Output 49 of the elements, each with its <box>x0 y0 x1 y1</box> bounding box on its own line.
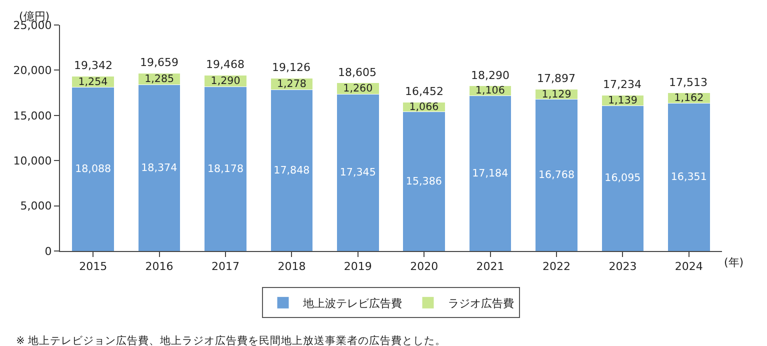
data-label: 16,351 <box>670 171 707 184</box>
data-label: 1,066 <box>409 101 439 114</box>
total-label: 17,234 <box>603 78 642 91</box>
x-axis-title: (年) <box>724 256 744 269</box>
x-tick-label: 2017 <box>212 260 240 274</box>
x-tick-label: 2016 <box>145 260 174 274</box>
data-label: 18,088 <box>75 163 112 176</box>
legend-label: ラジオ広告費 <box>448 296 514 310</box>
data-label: 15,386 <box>406 175 442 188</box>
data-label: 1,139 <box>608 94 638 106</box>
total-label: 19,342 <box>74 59 112 72</box>
data-label: 1,285 <box>144 73 174 86</box>
y-tick-label: 10,000 <box>13 154 52 168</box>
total-label: 17,897 <box>537 72 576 85</box>
total-label: 18,605 <box>338 66 376 79</box>
y-tick-label: 5,000 <box>20 200 52 213</box>
y-tick-label: 15,000 <box>13 109 52 122</box>
data-label: 1,254 <box>78 76 108 88</box>
data-label: 16,095 <box>604 172 641 184</box>
x-tick-label: 2019 <box>344 260 372 274</box>
data-label: 18,178 <box>207 162 244 175</box>
x-tick-label: 2018 <box>278 260 306 274</box>
data-label: 1,106 <box>475 84 505 97</box>
x-tick-label: 2022 <box>542 260 570 274</box>
x-tick-label: 2015 <box>79 260 108 274</box>
data-label: 17,345 <box>340 166 376 179</box>
data-label: 16,768 <box>538 169 575 182</box>
text: ※ 地上テレビジョン広告費、地上ラジオ広告費を民間地上放送事業者の広告費とした。 <box>16 334 446 346</box>
y-tick-label: 0 <box>44 244 52 258</box>
data-label: 1,162 <box>674 92 704 104</box>
x-tick-label: 2024 <box>674 260 703 274</box>
legend-label: 地上波テレビ広告費 <box>302 296 402 310</box>
total-label: 16,452 <box>405 85 444 98</box>
total-label: 19,126 <box>272 61 310 74</box>
total-label: 19,659 <box>140 56 178 69</box>
x-tick-label: 2020 <box>410 260 438 274</box>
data-label: 18,374 <box>141 162 178 174</box>
total-label: 19,468 <box>206 58 244 71</box>
data-label: 17,848 <box>274 164 310 176</box>
data-label: 1,129 <box>542 88 572 100</box>
total-label: 17,513 <box>669 76 708 89</box>
data-label: 1,278 <box>276 78 306 90</box>
data-label: 1,260 <box>343 82 373 94</box>
total-label: 18,290 <box>471 69 510 82</box>
x-tick-label: 2023 <box>608 260 637 274</box>
data-label: 17,184 <box>472 167 508 180</box>
data-label: 1,290 <box>210 74 240 87</box>
x-tick-label: 2021 <box>476 260 504 274</box>
y-tick-label: 20,000 <box>13 64 52 78</box>
